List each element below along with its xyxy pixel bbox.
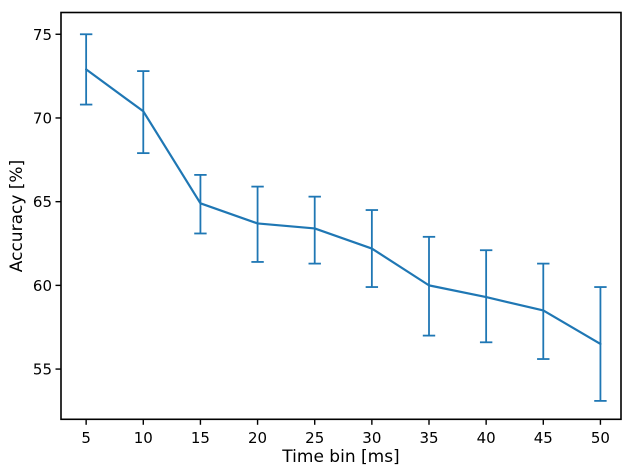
y-tick-label: 60 [33,277,52,295]
plot-border [60,11,622,421]
y-axis-label: Accuracy [%] [7,160,27,272]
x-tick-label: 40 [477,429,496,447]
x-tick-label: 15 [191,429,210,447]
y-tick-label: 70 [33,109,52,127]
x-tick-label: 5 [81,429,91,447]
error-bars-layer [79,33,607,402]
y-tick-label: 75 [33,26,52,44]
y-tick-label: 55 [33,361,52,379]
data-line [85,68,602,346]
x-tick-label: 30 [362,429,381,447]
x-tick-label: 50 [591,429,610,447]
x-tick-label: 20 [248,429,267,447]
y-tick-label: 65 [33,193,52,211]
x-axis-label: Time bin [ms] [281,447,399,467]
y-axis-ticks: 55 60 65 70 75 [33,26,61,379]
x-tick-label: 25 [305,429,324,447]
x-tick-label: 45 [534,429,553,447]
x-tick-label: 10 [134,429,153,447]
x-tick-label: 35 [419,429,438,447]
x-axis-ticks: 5 10 15 20 25 30 35 40 45 50 [81,419,610,447]
